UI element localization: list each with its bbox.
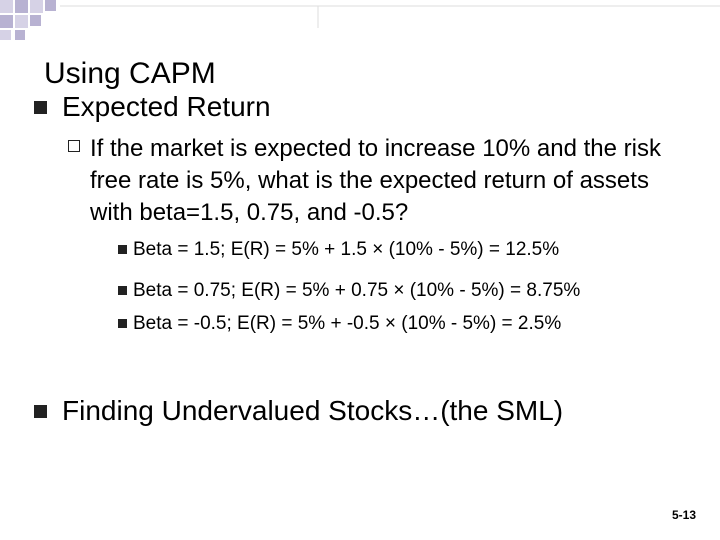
decorative-corner-squares (0, 0, 720, 40)
calc-beta-1-5: Beta = 1.5; E(R) = 5% + 1.5 × (10% - 5%)… (133, 239, 560, 260)
calc-beta-0-75: Beta = 0.75; E(R) = 5% + 0.75 × (10% - 5… (133, 280, 581, 301)
bullet-marker (118, 245, 127, 254)
bullet-finding-undervalued: Finding Undervalued Stocks…(the SML) (62, 395, 564, 426)
bullet-marker (118, 319, 127, 328)
hollow-bullet-marker (68, 140, 80, 152)
bullet-marker (118, 286, 127, 295)
slide-title: Using CAPM (44, 57, 216, 90)
slide-number: 5-13 (671, 508, 696, 522)
bullet-expected-return: Expected Return (62, 91, 271, 122)
bullet-marker (34, 405, 47, 418)
bullet-marker (34, 101, 47, 114)
question-text: If the market is expected to increase 10… (90, 135, 661, 226)
calc-beta-neg-0-5: Beta = -0.5; E(R) = 5% + -0.5 × (10% - 5… (133, 313, 562, 334)
